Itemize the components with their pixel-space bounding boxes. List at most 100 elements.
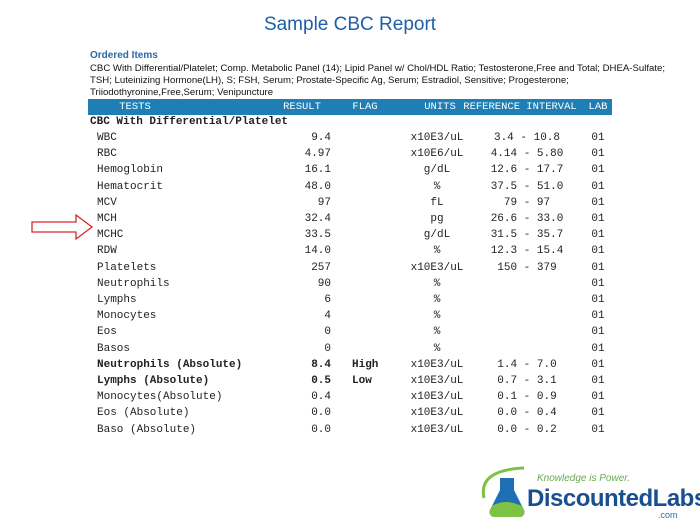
cell: 01: [591, 229, 605, 242]
cell: 0: [324, 326, 331, 339]
section-label: CBC With Differential/Platelet: [90, 116, 289, 128]
cell: 90: [317, 277, 331, 290]
cell: 01: [591, 277, 605, 290]
cell: x10E3/uL: [410, 423, 464, 436]
cell: Hemoglobin: [97, 164, 164, 177]
logo-icon: [481, 466, 525, 517]
cell: 0.4: [311, 391, 331, 404]
cell: %: [433, 294, 441, 306]
cell: 0.0 - 0.2: [497, 423, 557, 436]
cell: Eos: [97, 326, 117, 339]
cell: 0.1 - 0.9: [497, 391, 557, 404]
title: Sample CBC Report: [263, 14, 437, 35]
cell: 97: [317, 196, 331, 209]
cell: RDW: [97, 245, 117, 258]
ordered-heading: Ordered Items: [90, 50, 158, 61]
cell: 32.4: [304, 213, 331, 225]
cell: 6: [324, 294, 331, 306]
column-header: REFERENCE INTERVAL: [463, 101, 577, 113]
cell: Monocytes: [97, 310, 157, 323]
cell: 0.7 - 3.1: [497, 375, 557, 387]
cell: 01: [591, 213, 605, 225]
cell: 01: [591, 180, 605, 193]
cell: WBC: [97, 132, 117, 144]
cell: 01: [591, 294, 605, 306]
cell: x10E3/uL: [410, 391, 464, 404]
cell: 01: [591, 342, 605, 355]
cell: 01: [591, 261, 605, 274]
cell: 01: [591, 164, 605, 177]
cell: MCHC: [97, 229, 124, 242]
column-header: UNITS: [424, 101, 456, 113]
cell: 257: [311, 261, 331, 274]
cell: MCV: [97, 196, 117, 209]
cell: 01: [591, 326, 605, 339]
cell: 48.0: [304, 180, 331, 193]
cell: x10E3/uL: [410, 132, 464, 144]
cell: %: [433, 326, 441, 339]
cell: 01: [591, 407, 605, 420]
cell: 3.4 - 10.8: [493, 132, 560, 144]
cell: 37.5 - 51.0: [490, 180, 564, 193]
cell: 16.1: [304, 164, 331, 177]
cell: 150 - 379: [497, 261, 557, 274]
cell: 8.4: [311, 358, 331, 371]
cell: 1.4 - 7.0: [497, 358, 557, 371]
cell: 31.5 - 35.7: [490, 229, 564, 242]
cell: 0: [324, 342, 331, 355]
cell: x10E6/uL: [410, 148, 464, 161]
cell: Platelets: [97, 261, 157, 274]
cell: 14.0: [304, 245, 331, 258]
cell: 01: [591, 245, 605, 258]
cell: 9.4: [311, 132, 331, 144]
ordered-line: CBC With Differential/Platelet; Comp. Me…: [90, 63, 666, 74]
cell: %: [433, 277, 441, 290]
column-header: RESULT: [283, 101, 321, 113]
arrow: [31, 213, 94, 241]
cell: Eos (Absolute): [97, 407, 190, 420]
cell: 12.3 - 15.4: [490, 245, 564, 258]
cell: 0.5: [311, 375, 331, 387]
cell: %: [433, 342, 441, 355]
cell: Neutrophils: [97, 277, 170, 290]
cell: 0.0 - 0.4: [497, 407, 557, 420]
cell: 4.14 - 5.80: [490, 148, 564, 161]
cell: 4.97: [304, 148, 331, 161]
cell: x10E3/uL: [410, 261, 464, 274]
cell: Basos: [97, 342, 131, 355]
cell: 01: [591, 148, 605, 161]
cell: 01: [591, 423, 605, 436]
cell: 01: [591, 358, 605, 371]
brand-suffix: .com: [658, 510, 678, 520]
column-header: TESTS: [119, 101, 151, 113]
cell: Lymphs (Absolute): [97, 375, 210, 387]
cell: fL: [430, 196, 444, 209]
cell: %: [433, 310, 441, 323]
cell: 33.5: [304, 229, 331, 242]
cell: Hematocrit: [97, 180, 164, 193]
ordered-line: TSH; Luteinizing Hormone(LH), S; FSH, Se…: [90, 75, 569, 86]
cell: %: [433, 180, 441, 193]
header-bar: [88, 99, 612, 115]
column-header: FLAG: [352, 101, 378, 113]
cell: MCH: [97, 213, 117, 225]
cell: 01: [591, 310, 605, 323]
cell: 01: [591, 391, 605, 404]
cell: g/dL: [423, 164, 451, 177]
cell: 26.6 - 33.0: [490, 213, 564, 225]
cell: High: [352, 358, 379, 371]
tagline: Knowledge is Power.: [537, 473, 631, 484]
cell: 0.0: [311, 407, 331, 420]
cell: 01: [591, 196, 605, 209]
cell: 01: [591, 132, 605, 144]
column-header: LAB: [588, 101, 608, 113]
cell: %: [433, 245, 441, 258]
cell: x10E3/uL: [410, 407, 464, 420]
cell: Low: [352, 375, 372, 387]
cell: x10E3/uL: [410, 358, 464, 371]
cell: 12.6 - 17.7: [490, 164, 564, 177]
cell: Monocytes(Absolute): [97, 391, 223, 404]
cell: RBC: [97, 148, 117, 161]
